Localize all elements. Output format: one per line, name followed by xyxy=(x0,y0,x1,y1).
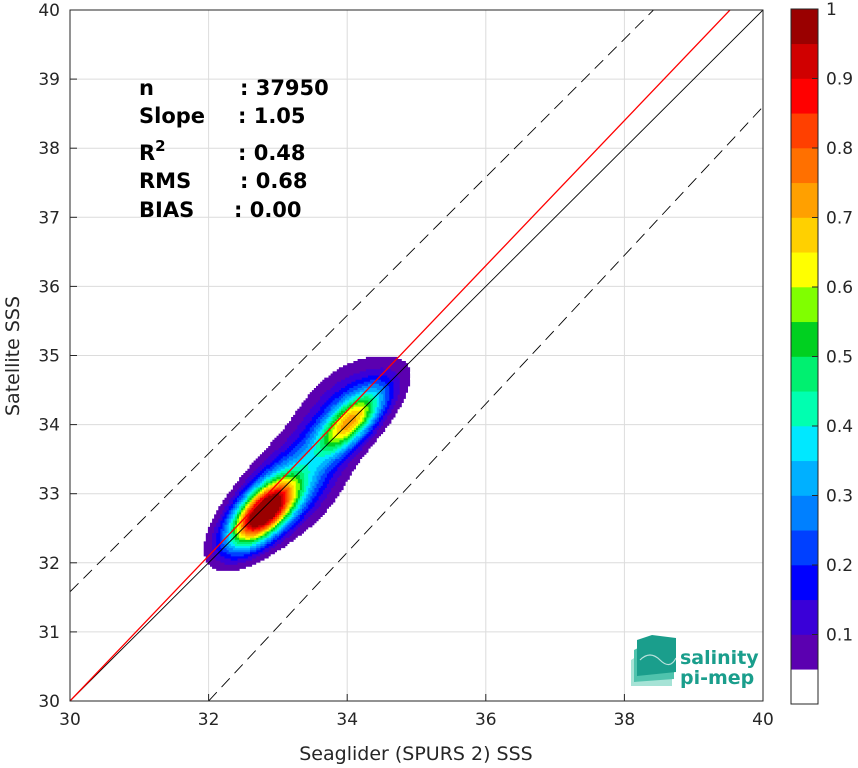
stat-value-r: : 0.48 xyxy=(238,141,306,165)
stat-label-r: R2 xyxy=(139,137,166,165)
colorbar-tick-label: 0.2 xyxy=(826,556,853,576)
stat-value-slope: : 1.05 xyxy=(238,104,306,128)
y-axis-label: Satellite SSS xyxy=(2,296,24,416)
colorbar-tick-label: 0.8 xyxy=(826,139,853,159)
colorbar-swatch-3 xyxy=(791,565,818,601)
x-axis-label: Seaglider (SPURS 2) SSS xyxy=(299,743,532,765)
colorbar-empty-bin xyxy=(791,669,818,704)
contour-level-19 xyxy=(249,493,282,528)
colorbar-swatch-17 xyxy=(791,78,818,114)
grid xyxy=(69,9,764,702)
y-tick-label: 34 xyxy=(38,416,60,436)
stat-label-rms: RMS xyxy=(139,169,191,193)
colorbar-swatch-14 xyxy=(791,182,818,218)
colorbar-tick-label: 0.4 xyxy=(826,417,853,437)
colorbar-swatch-9 xyxy=(791,356,818,392)
colorbar-tick-label: 0.9 xyxy=(826,70,853,90)
y-tick-label: 39 xyxy=(38,70,60,90)
colorbar-swatch-15 xyxy=(791,148,818,184)
stat-value-n: : 37950 xyxy=(240,76,329,100)
x-tick-label: 34 xyxy=(336,710,358,730)
stat-value-rms: : 0.68 xyxy=(240,169,308,193)
colorbar-swatch-6 xyxy=(791,460,818,496)
colorbar-swatch-8 xyxy=(791,391,818,427)
colorbar-swatch-7 xyxy=(791,426,818,462)
stat-label-n: n xyxy=(139,76,154,100)
colorbar-swatch-13 xyxy=(791,217,818,253)
y-tick-label: 37 xyxy=(38,208,60,228)
y-tick-label: 33 xyxy=(38,485,60,505)
colorbar-swatch-5 xyxy=(791,495,818,531)
colorbar-tick-label: 0.7 xyxy=(826,209,853,229)
colorbar-tick-label: 0.5 xyxy=(826,348,853,368)
stat-label-bias: BIAS xyxy=(139,198,194,222)
regression-line xyxy=(70,10,731,701)
y-tick-label: 32 xyxy=(38,554,60,574)
stat-value-bias: : 0.00 xyxy=(234,198,302,222)
lower-bound-line xyxy=(208,106,763,701)
logo-line-2: pi-mep xyxy=(680,667,754,689)
x-tick-label: 36 xyxy=(475,710,497,730)
colorbar-swatch-11 xyxy=(791,287,818,323)
x-tick-label: 30 xyxy=(59,710,81,730)
upper-bound-line xyxy=(70,10,655,593)
colorbar-swatch-16 xyxy=(791,113,818,149)
statistics-box: n : 37950 Slope : 1.05 R2 : 0.48 RMS : 0.68 BIAS… xyxy=(139,76,329,222)
stat-label-slope: Slope xyxy=(139,104,205,128)
colorbar-tick-label: 0.1 xyxy=(826,626,853,646)
x-tick-label: 38 xyxy=(614,710,636,730)
colorbar-tick-label: 0.3 xyxy=(826,487,853,507)
x-tick-label: 40 xyxy=(752,710,774,730)
y-tick-label: 31 xyxy=(38,623,60,643)
y-tick-label: 38 xyxy=(38,139,60,159)
colorbar-tick-label: 0.6 xyxy=(826,278,853,298)
reference-lines xyxy=(70,10,763,701)
y-tick-label: 35 xyxy=(38,347,60,367)
salinity-pi-mep-logo: salinity pi-mep xyxy=(631,635,759,689)
colorbar-swatch-12 xyxy=(791,252,818,288)
y-tick-label: 36 xyxy=(38,277,60,297)
colorbar-swatch-4 xyxy=(791,530,818,566)
identity-line xyxy=(70,10,763,701)
y-axis-ticks: 30 31 32 33 34 35 36 37 38 39 40 xyxy=(38,1,77,712)
y-tick-label: 40 xyxy=(38,1,60,21)
wave-logo-icon xyxy=(631,635,677,686)
x-axis-ticks: 30 32 34 36 38 40 xyxy=(59,694,774,730)
colorbar-swatch-1 xyxy=(791,634,818,670)
colorbar-tick-label: 1 xyxy=(826,0,837,20)
colorbar-swatch-18 xyxy=(791,43,818,79)
colorbar-swatch-19 xyxy=(791,9,818,45)
colorbar-swatch-10 xyxy=(791,321,818,357)
x-tick-label: 32 xyxy=(198,710,220,730)
logo-line-1: salinity xyxy=(680,647,759,669)
colorbar: 0.1 0.2 0.3 0.4 0.5 0.6 0.7 0.8 0.9 1 xyxy=(790,0,853,705)
y-tick-label: 30 xyxy=(38,692,60,712)
colorbar-swatch-2 xyxy=(791,599,818,635)
